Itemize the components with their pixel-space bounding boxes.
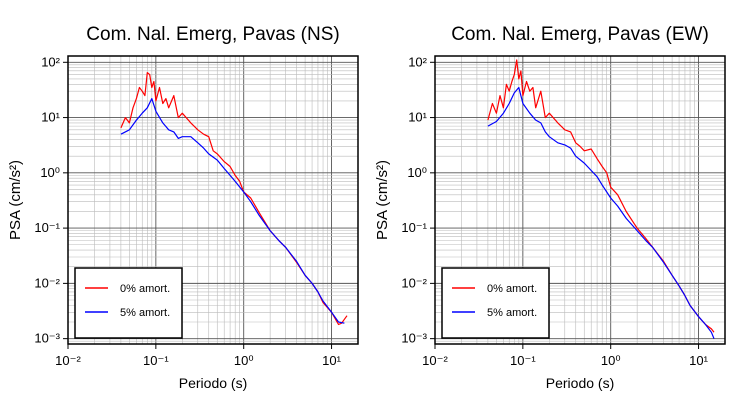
legend-label: 0% amort. xyxy=(487,283,537,295)
y-tick-label: 10⁻¹ xyxy=(34,220,60,235)
series-line-damped xyxy=(487,86,715,339)
y-tick-label: 10¹ xyxy=(408,110,427,125)
chart-2: 10⁻² 10⁻¹ 10⁰ 10¹ 10⁻³ 10⁻² 10⁻¹ 10⁰ 10¹ 10² Com. … xyxy=(374,24,726,391)
chart-title: Com. Nal. Emerg, Pavas (NS) xyxy=(86,24,339,45)
plot-frame xyxy=(434,55,726,345)
legend: 0% amort. 5% amort. xyxy=(74,267,183,339)
grid xyxy=(67,56,359,345)
x-tick-label: 10⁻² xyxy=(422,353,448,368)
legend-box xyxy=(441,267,550,339)
y-axis-label: PSA (cm/s²) xyxy=(374,160,391,240)
y-tick-label: 10¹ xyxy=(41,110,60,125)
y-tick-label: 10⁻² xyxy=(34,275,60,290)
y-tick-label: 10⁻¹ xyxy=(401,220,427,235)
y-tick-label: 10² xyxy=(41,54,60,69)
y-tick-label: 10⁰ xyxy=(407,165,427,180)
y-tick-label: 10⁻³ xyxy=(34,331,60,346)
x-axis-label: Periodo (s) xyxy=(546,375,614,391)
y-tick-label: 10² xyxy=(408,54,427,69)
series-line-damped xyxy=(120,98,345,324)
chart-1: 10⁻² 10⁻¹ 10⁰ 10¹ 10⁻³ 10⁻² 10⁻¹ 10⁰ 10¹ 10² Com. … xyxy=(7,24,359,391)
x-tick-label: 10¹ xyxy=(322,353,341,368)
x-tick-label: 10⁻² xyxy=(55,353,81,368)
y-tick-label: 10⁻² xyxy=(401,275,427,290)
y-tick-label: 10⁻³ xyxy=(401,331,427,346)
x-tick-label: 10⁰ xyxy=(601,353,621,368)
legend-label: 5% amort. xyxy=(487,307,537,319)
x-tick-label: 10¹ xyxy=(689,353,708,368)
x-tick-label: 10⁻¹ xyxy=(510,353,536,368)
legend: 0% amort. 5% amort. xyxy=(441,267,550,339)
legend-label: 5% amort. xyxy=(120,307,170,319)
plot-frame xyxy=(67,55,359,345)
y-axis-label: PSA (cm/s²) xyxy=(7,160,24,240)
x-axis-label: Periodo (s) xyxy=(179,375,247,391)
legend-label: 0% amort. xyxy=(120,283,170,295)
x-tick-label: 10⁻¹ xyxy=(143,353,169,368)
legend-box xyxy=(74,267,183,339)
x-tick-label: 10⁰ xyxy=(234,353,254,368)
y-tick-label: 10⁰ xyxy=(40,165,60,180)
chart-title: Com. Nal. Emerg, Pavas (EW) xyxy=(451,24,709,45)
